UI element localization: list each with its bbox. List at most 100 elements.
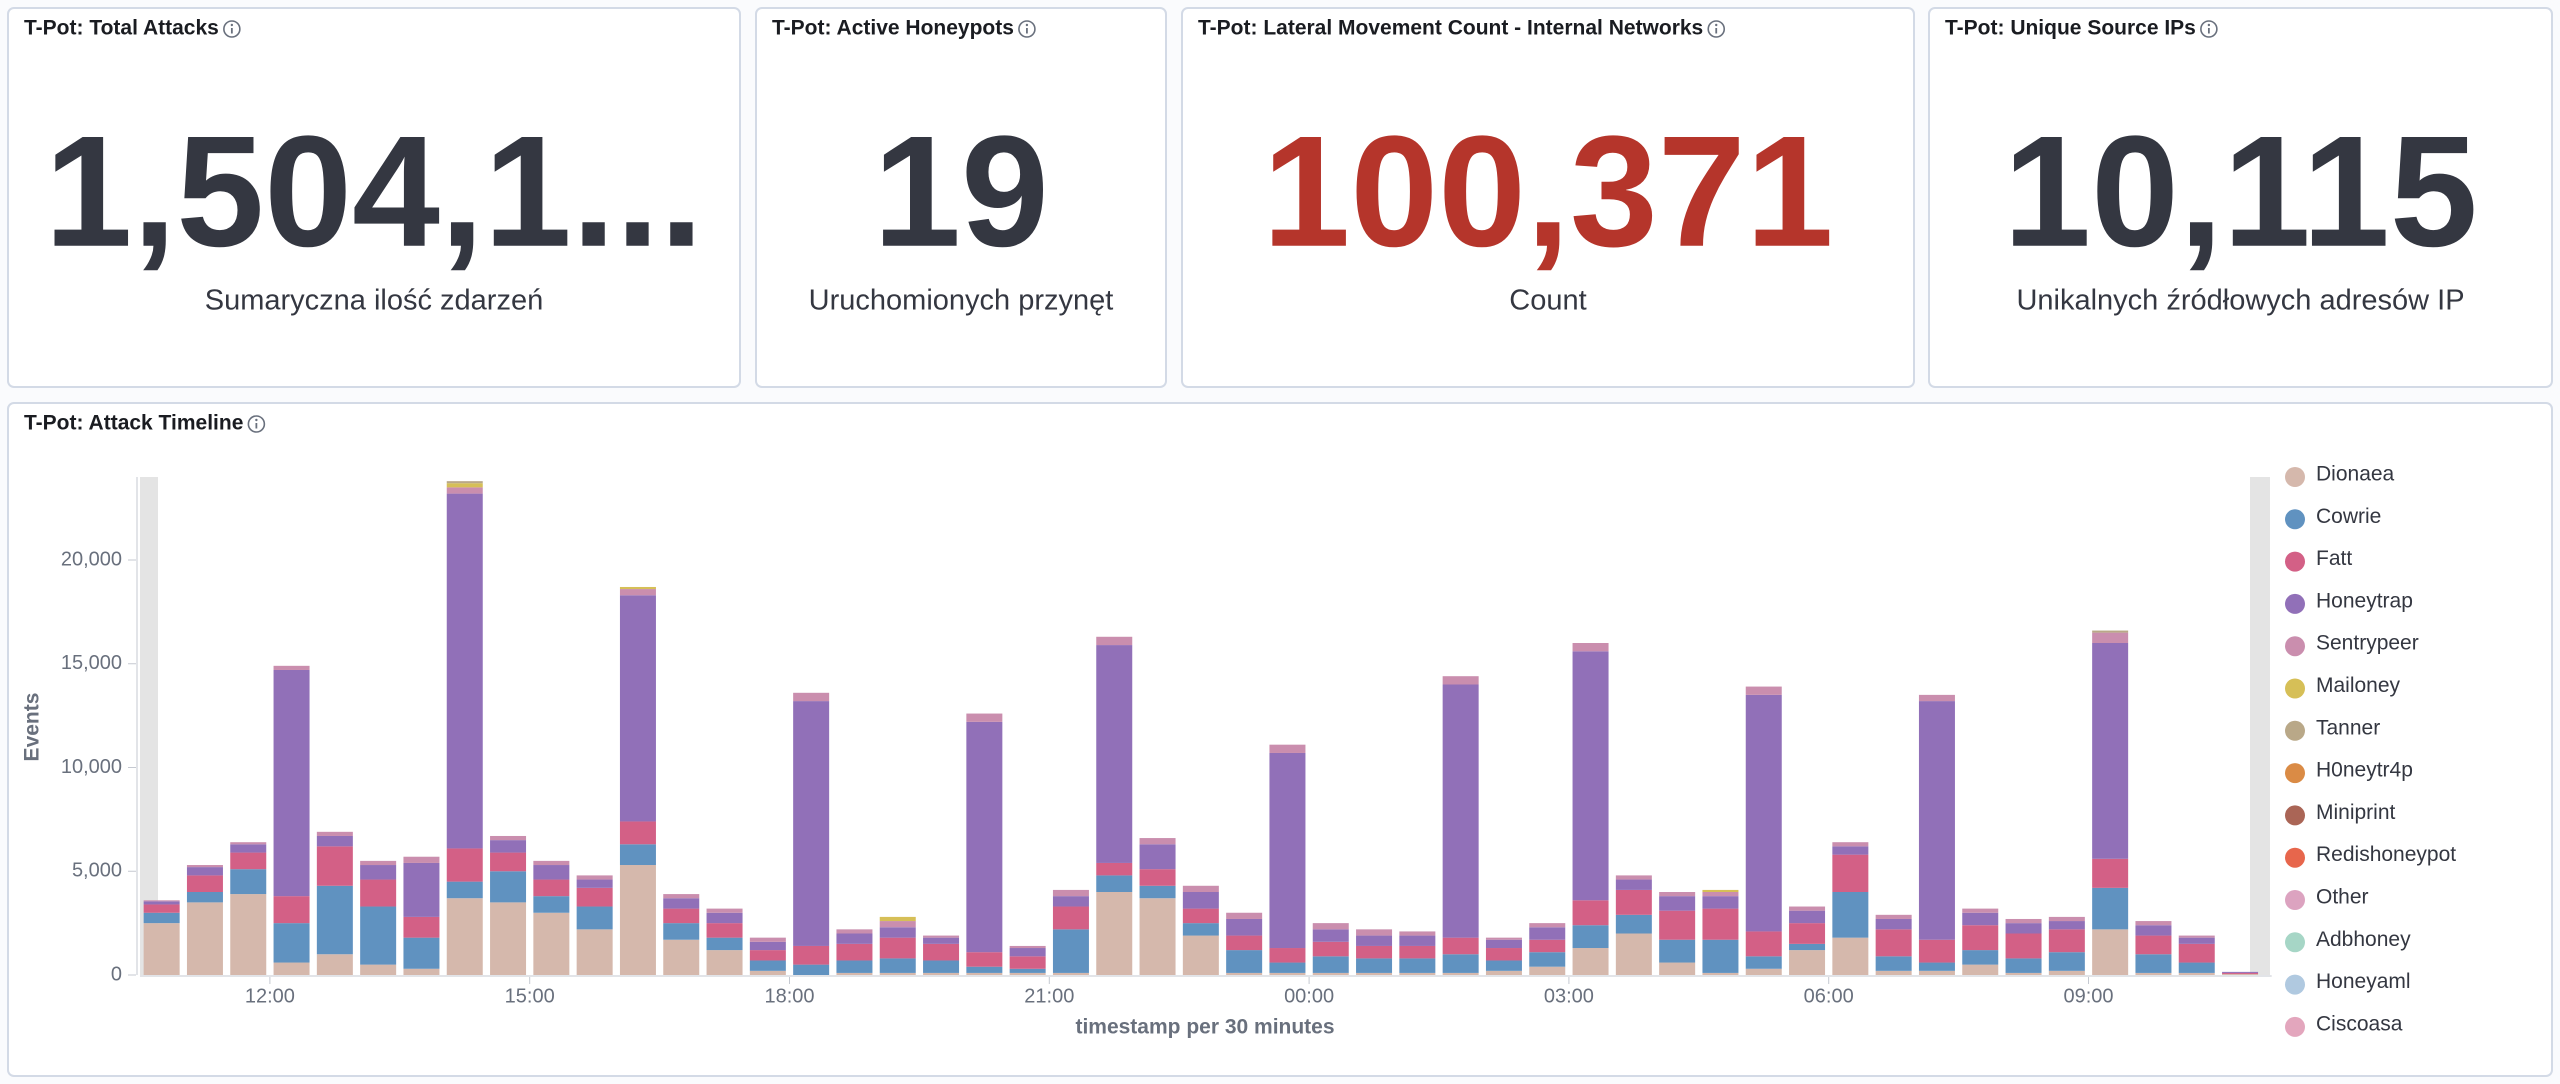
bar-segment (1139, 898, 1176, 975)
bar-segment (1442, 972, 1479, 975)
bar-segment (879, 916, 916, 922)
legend-swatch[interactable] (2285, 763, 2305, 784)
bar-segment (836, 943, 873, 961)
legend-label[interactable]: Cowrie (2316, 505, 2381, 528)
bar-segment (1442, 954, 1479, 973)
bar-segment (1745, 931, 1782, 957)
bar-segment (793, 945, 830, 965)
legend-label[interactable]: Adbhoney (2316, 928, 2411, 951)
bar-segment (1139, 869, 1176, 886)
info-icon (1707, 20, 1726, 38)
bar-segment (1312, 956, 1349, 973)
legend-label[interactable]: Honeytrap (2316, 589, 2413, 612)
legend-swatch[interactable] (2285, 932, 2305, 953)
bar-segment (1875, 970, 1912, 975)
bar-segment (1615, 933, 1652, 975)
legend-label[interactable]: Ciscoasa (2316, 1012, 2403, 1035)
legend-swatch[interactable] (2285, 847, 2305, 868)
bar-segment (273, 669, 310, 897)
bar-segment (1399, 935, 1436, 946)
metric-label: Unikalnych źródłowych adresów IP (2016, 285, 2464, 317)
bar-segment (2135, 954, 2172, 973)
bar-segment (1789, 910, 1826, 924)
bar-segment (1009, 972, 1046, 975)
legend-label[interactable]: Tanner (2316, 716, 2380, 739)
bar-segment (879, 937, 916, 959)
bar-segment (923, 937, 960, 944)
legend-swatch[interactable] (2285, 509, 2305, 530)
legend-label[interactable]: Fatt (2316, 547, 2352, 570)
bar-segment (2135, 972, 2172, 975)
bar-segment (1182, 923, 1219, 936)
bar-segment (1702, 889, 1739, 892)
bar-segment (490, 835, 527, 841)
x-tick-label: 03:00 (1544, 985, 1594, 1007)
bar-segment (1918, 939, 1955, 963)
legend-swatch[interactable] (2285, 636, 2305, 657)
metric-label: Uruchomionych przynęt (809, 285, 1114, 317)
legend-swatch[interactable] (2285, 1016, 2305, 1037)
legend-swatch[interactable] (2285, 551, 2305, 572)
bar-segment (1832, 892, 1869, 938)
x-tick-label: 12:00 (245, 985, 295, 1007)
bar-segment (619, 844, 656, 866)
panel (755, 7, 1167, 388)
bar-segment (1875, 929, 1912, 957)
bar-segment (879, 972, 916, 975)
legend-swatch[interactable] (2285, 805, 2305, 826)
bar-segment (1745, 968, 1782, 975)
bar-segment (533, 860, 570, 866)
bar-segment (1182, 892, 1219, 909)
legend-swatch[interactable] (2285, 974, 2305, 995)
metric-value: 100,371 (1262, 104, 1833, 280)
bar-segment (923, 972, 960, 975)
legend-label[interactable]: Miniprint (2316, 801, 2396, 824)
legend-swatch[interactable] (2285, 720, 2305, 741)
legend-label[interactable]: Dionaea (2316, 463, 2395, 486)
y-tick-label: 15,000 (61, 652, 122, 674)
legend-swatch[interactable] (2285, 593, 2305, 614)
bar-segment (1962, 925, 1999, 951)
bar-segment (1529, 939, 1566, 953)
bar-segment (316, 954, 353, 975)
legend-label[interactable]: Other (2316, 886, 2369, 909)
legend-label[interactable]: H0neytr4p (2316, 759, 2413, 782)
bar-segment (186, 867, 223, 876)
bar-segment (619, 595, 656, 822)
bar-segment (273, 665, 310, 670)
bar-segment (576, 929, 613, 975)
bar-segment (2178, 937, 2215, 944)
legend-label[interactable]: Honeyaml (2316, 970, 2411, 993)
bar-segment (360, 879, 397, 907)
bar-segment (576, 906, 613, 930)
y-tick-label: 5,000 (72, 860, 122, 882)
bar-segment (966, 952, 1003, 967)
info-icon (247, 415, 266, 433)
legend-swatch[interactable] (2285, 467, 2305, 487)
bar-segment (1009, 968, 1046, 973)
bar-segment (446, 898, 483, 975)
legend-swatch[interactable] (2285, 678, 2305, 699)
bar-segment (1052, 972, 1089, 975)
bar-segment (1139, 838, 1176, 845)
legend-swatch[interactable] (2285, 890, 2305, 910)
bar-segment (1918, 962, 1955, 971)
bar-segment (1789, 950, 1826, 975)
bar-segment (446, 881, 483, 899)
bar-segment (1789, 943, 1826, 951)
bar-segment (2092, 929, 2129, 975)
bar-segment (273, 923, 310, 963)
bar-segment (1962, 908, 1999, 913)
x-axis-title: timestamp per 30 minutes (1075, 1016, 1334, 1039)
bar-segment (749, 937, 786, 942)
bar-segment (2005, 958, 2042, 973)
legend-label[interactable]: Sentrypeer (2316, 632, 2419, 655)
metric-label: Count (1509, 285, 1586, 317)
bar-segment (966, 721, 1003, 953)
legend-label[interactable]: Mailoney (2316, 674, 2401, 697)
info-icon (1025, 23, 1029, 27)
legend-label[interactable]: Redishoneypot (2316, 843, 2456, 866)
bar-segment (2178, 962, 2215, 973)
bar-segment (1485, 948, 1522, 961)
